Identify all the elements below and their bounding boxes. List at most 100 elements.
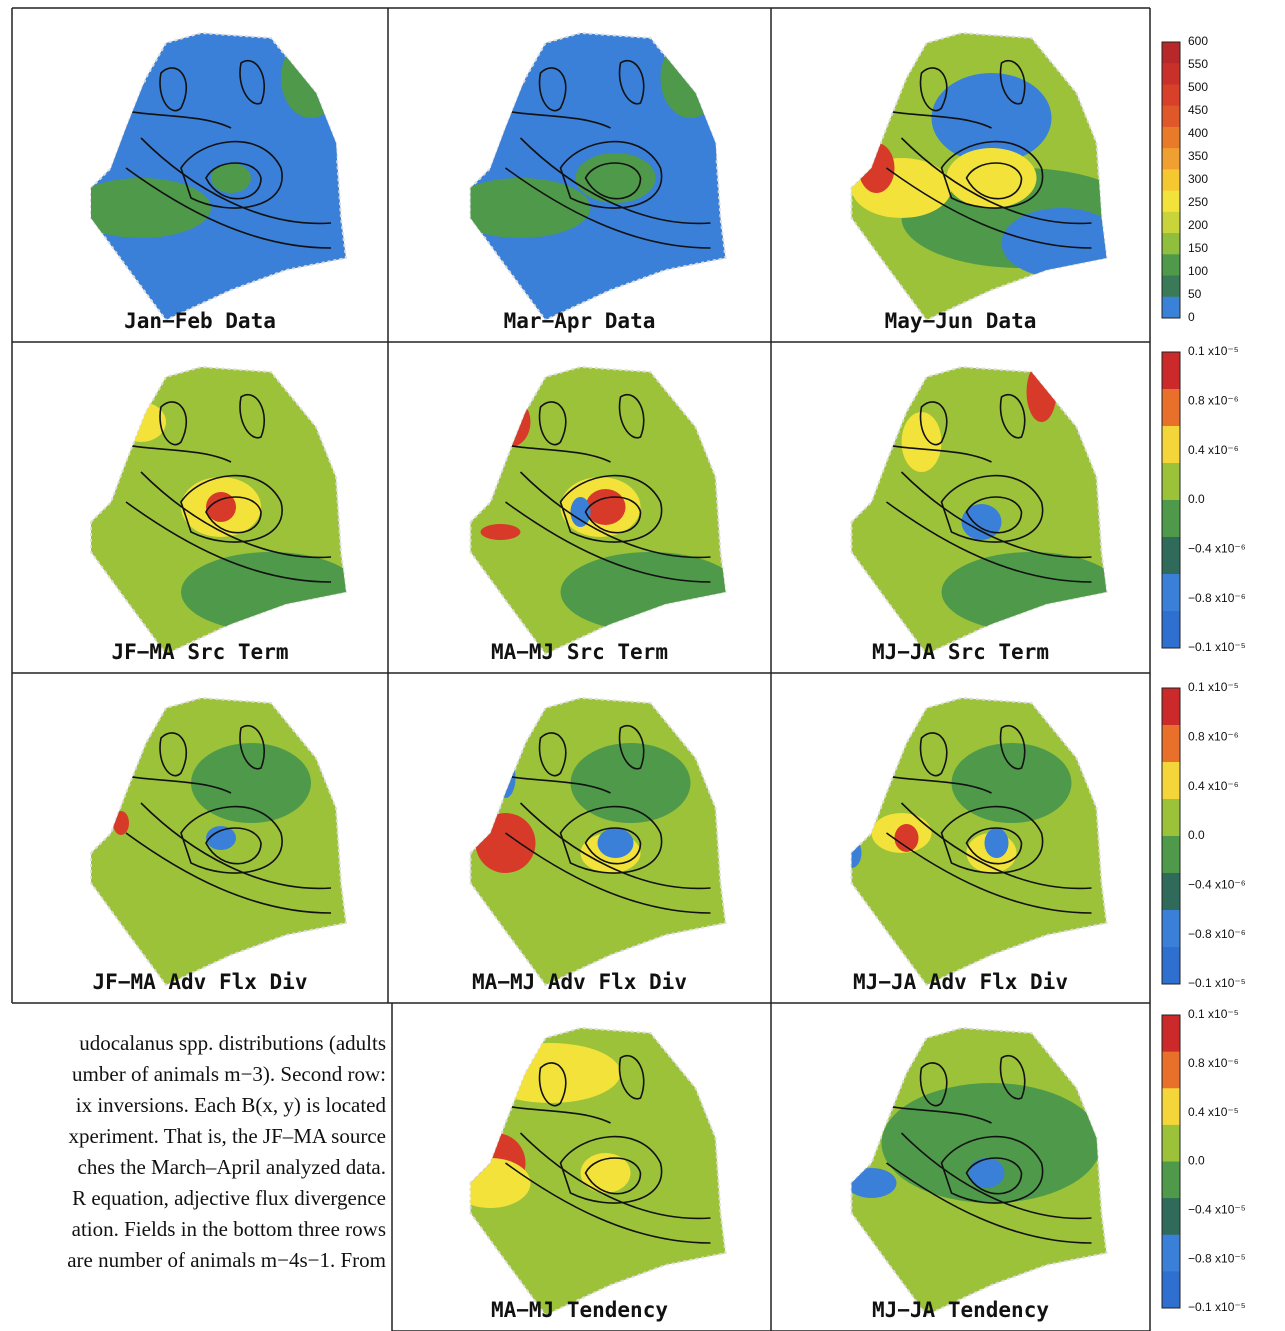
colorbar-label: −0.1 x10⁻⁵ [1188, 1300, 1246, 1314]
map-blob [561, 552, 741, 632]
colorbar-label: 0.1 x10⁻⁵ [1188, 344, 1239, 358]
colorbar-label: 0.8 x10⁻⁶ [1188, 394, 1239, 408]
colorbar-swatch [1162, 500, 1180, 538]
map-blob [181, 552, 361, 632]
map-blob [496, 758, 516, 798]
panel-label: JF−MA Src Term [111, 640, 288, 664]
colorbar-swatch [1162, 148, 1180, 170]
map-panel [471, 698, 726, 985]
colorbar-label: −0.4 x10⁻⁶ [1188, 542, 1246, 556]
colorbar-swatch [1162, 389, 1180, 427]
map-blob [113, 811, 129, 835]
map-panel [852, 33, 1142, 320]
colorbar-swatch [1162, 191, 1180, 213]
colorbar-swatch [1162, 84, 1180, 106]
map-blob [847, 1168, 897, 1198]
panel-label: JF−MA Adv Flx Div [93, 970, 308, 994]
colorbar-swatch [1162, 611, 1180, 649]
colorbar-label: 200 [1188, 218, 1208, 232]
colorbar-swatch [1162, 42, 1180, 64]
colorbar-label: 300 [1188, 172, 1208, 186]
caption-line: ches the March–April analyzed data. [78, 1155, 386, 1179]
map-panel [71, 33, 346, 320]
panel-label: MA−MJ Src Term [491, 640, 668, 664]
colorbar-swatch [1162, 276, 1180, 298]
panel-label: MJ−JA Adv Flx Div [853, 970, 1068, 994]
colorbar-label: −0.4 x10⁻⁶ [1188, 878, 1246, 892]
colorbar-label: 0.1 x10⁻⁵ [1188, 1007, 1239, 1021]
colorbar-swatch [1162, 725, 1180, 763]
map-panel [451, 1028, 726, 1315]
map-blob [116, 402, 166, 442]
map-panel [842, 698, 1107, 985]
colorbar-label: −0.8 x10⁻⁵ [1188, 1251, 1246, 1265]
colorbar-label: 350 [1188, 149, 1208, 163]
colorbar-swatch [1162, 212, 1180, 234]
colorbar-swatch [1162, 233, 1180, 255]
colorbar-swatch [1162, 352, 1180, 390]
map-blob [942, 552, 1122, 632]
colorbar-swatch [1162, 1271, 1180, 1308]
map-panel [451, 33, 726, 320]
map-blob [481, 524, 521, 540]
colorbar-label: 0.0 [1188, 828, 1205, 842]
colorbar-swatch [1162, 762, 1180, 800]
map-blob [571, 497, 591, 527]
map-panel [471, 367, 741, 654]
caption-line: xperiment. That is, the JF–MA source [69, 1124, 387, 1148]
caption-line: are number of animals m−4s−1. From [67, 1248, 386, 1272]
colorbar-swatch [1162, 574, 1180, 612]
map-blob [476, 813, 536, 873]
map-blob [598, 828, 634, 858]
panel-label: Mar−Apr Data [504, 309, 656, 333]
map-blob [985, 828, 1009, 858]
caption-line: umber of animals m−3). Second row: [72, 1062, 386, 1086]
colorbar-label: 0.4 x10⁻⁶ [1188, 443, 1239, 457]
colorbar-swatch [1162, 297, 1180, 319]
colorbar-label: 400 [1188, 126, 1208, 140]
map-panel [91, 698, 346, 985]
colorbar-swatch [1162, 1088, 1180, 1125]
colorbar-label: −0.1 x10⁻⁵ [1188, 640, 1246, 654]
colorbar-label: 0 [1188, 310, 1195, 324]
map-blob [281, 38, 341, 118]
colorbar-label: −0.8 x10⁻⁶ [1188, 591, 1246, 605]
map-panel [847, 1028, 1107, 1315]
colorbar-swatch [1162, 254, 1180, 276]
colorbar-swatch [1162, 169, 1180, 191]
colorbar-swatch [1162, 688, 1180, 726]
colorbar-swatch [1162, 463, 1180, 501]
colorbar-label: 100 [1188, 264, 1208, 278]
panel-label: MA−MJ Tendency [491, 1298, 668, 1322]
colorbar-label: −0.8 x10⁻⁶ [1188, 927, 1246, 941]
colorbar-label: 0.0 [1188, 1154, 1205, 1168]
panel-label: Jan−Feb Data [124, 309, 276, 333]
colorbar-swatch [1162, 1125, 1180, 1162]
map-blob [491, 397, 531, 447]
colorbar-swatch [1162, 127, 1180, 149]
panel-label: MJ−JA Src Term [872, 640, 1049, 664]
caption-line: ation. Fields in the bottom three rows [72, 1217, 386, 1241]
colorbar-label: 0.8 x10⁻⁶ [1188, 730, 1239, 744]
colorbar-swatch [1162, 836, 1180, 874]
colorbar-swatch [1162, 910, 1180, 948]
colorbar-swatch [1162, 799, 1180, 837]
map-blob [481, 1043, 621, 1103]
map-blob [661, 38, 721, 118]
panel-label: MJ−JA Tendency [872, 1298, 1049, 1322]
map-panel [91, 367, 361, 654]
colorbar-label: 600 [1188, 34, 1208, 48]
map-blob [586, 489, 626, 525]
map-blob [842, 838, 862, 868]
colorbar-label: 0.8 x10⁻⁶ [1188, 1056, 1239, 1070]
colorbar-label: 50 [1188, 287, 1202, 301]
map-blob [902, 412, 942, 472]
colorbar-label: 450 [1188, 103, 1208, 117]
caption-line: udocalanus spp. distributions (adults [79, 1031, 386, 1055]
figure: Jan−Feb DataMar−Apr DataMay−Jun DataJF−M… [0, 0, 1285, 1331]
colorbar-swatch [1162, 873, 1180, 911]
map-blob [947, 148, 1037, 208]
colorbar-swatch [1162, 537, 1180, 575]
colorbar-label: 0.1 x10⁻⁵ [1188, 680, 1239, 694]
colorbar-label: 500 [1188, 80, 1208, 94]
